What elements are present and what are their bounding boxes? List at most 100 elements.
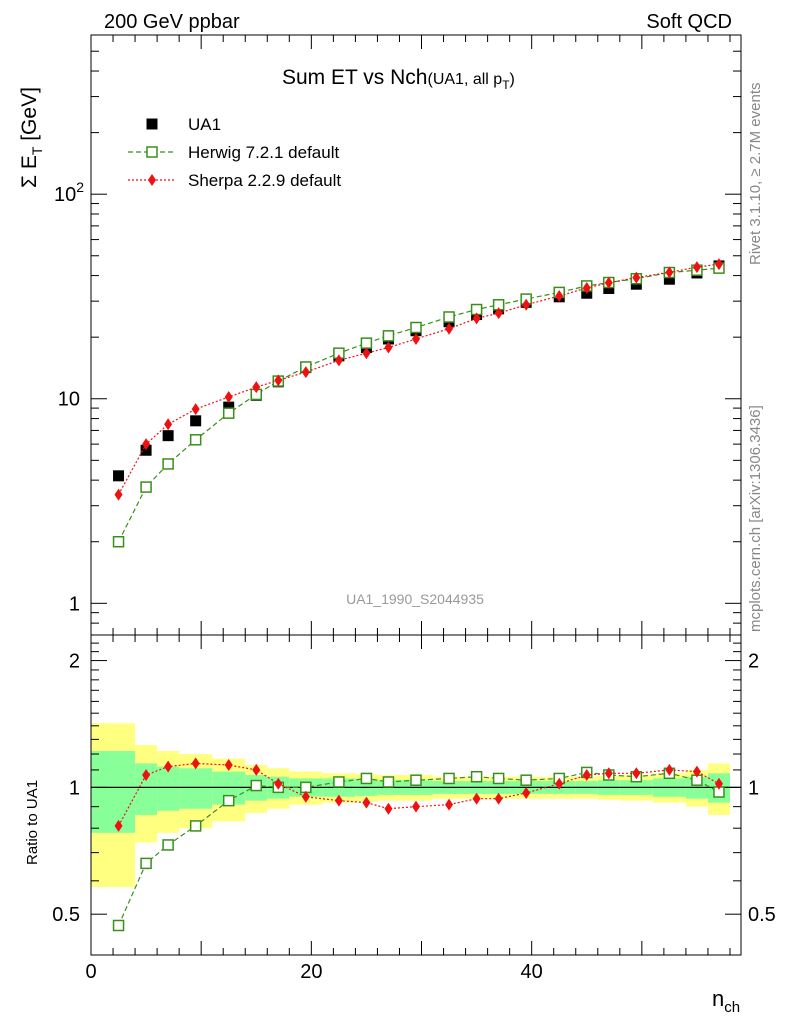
herwig-7-2-1-default-ratio-point [520,774,532,786]
legend-marker-herwig-7-2-1-default [146,146,158,158]
ratio-panel-frame [90,634,742,956]
sherpa-2-2-9-default-point [334,354,343,367]
sherpa-2-2-9-default-ratio-point [114,819,123,832]
sherpa-2-2-9-default-ratio-point [692,765,701,778]
sherpa-2-2-9-default-ratio-point [224,759,233,772]
sherpa-2-2-9-default-point [472,312,481,325]
sherpa-2-2-9-default-ratio-point [334,794,343,807]
sherpa-2-2-9-default-ratio-point [252,763,261,776]
y-tick-label: 102 [54,179,84,206]
sherpa-2-2-9-default-point [274,374,283,387]
rivet-version-label: Rivet 3.1.10, ≥ 2.7M events [747,83,764,266]
header-energy-label: 200 GeV ppbar [104,11,240,33]
x-axis-label-index: ch [724,999,740,1016]
legend-label-sherpa-2-2-9-default: Sherpa 2.2.9 default [188,171,341,190]
herwig-7-2-1-default-ratio-point [470,770,483,783]
legend-marker-sherpa-2-2-9-default [148,174,156,186]
herwig-7-2-1-default-ratio-point [250,779,263,792]
ratio-y-axis-label: Ratio to UA1 [24,780,41,865]
herwig-7-2-1-default-point [112,535,125,548]
y-axis-label-main: Σ E [18,155,41,188]
x-axis-label: nch [712,986,740,1016]
ratio-y-tick-label-right: 0.5 [748,904,776,926]
herwig-7-2-1-default-point [140,481,152,493]
analysis-id-label: UA1_1990_S2044935 [346,591,484,607]
sherpa-2-2-9-default-point [494,307,503,320]
herwig-7-2-1-default-point [410,321,422,334]
sherpa-2-2-9-default-ratio-line [118,762,720,827]
sherpa-2-2-9-default-point [632,271,641,284]
sherpa-2-2-9-default-ratio-point [142,768,151,781]
ua1-point [140,444,152,456]
sherpa-2-2-9-default-point [582,281,591,294]
sherpa-2-2-9-default-ratio-point [494,792,503,805]
x-axis-label-main: n [712,986,724,1011]
chart-title-main: Sum ET vs Nch [282,66,427,89]
sherpa-2-2-9-default-ratio-point [274,777,283,790]
herwig-7-2-1-default-point [222,407,235,419]
herwig-7-2-1-default-ratio-point [492,772,505,785]
sherpa-2-2-9-default-point [224,390,233,403]
herwig-7-2-1-default-point [162,458,174,470]
ratio-panel: 0 20 40 0.5 0.5 1 1 2 2 [52,35,776,983]
herwig-7-2-1-default-ratio-point [222,794,235,807]
herwig-7-2-1-default-point [189,434,202,446]
ratio-y-tick-label: 2 [69,651,80,673]
sherpa-2-2-9-default-ratio-point [362,796,371,809]
sherpa-2-2-9-default-ratio-point [522,786,531,799]
ratio-band-inner [135,763,158,815]
sherpa-2-2-9-default-ratio-point [472,792,481,805]
ua1-point [113,470,125,482]
sherpa-2-2-9-default-ratio-point [582,768,591,781]
sherpa-2-2-9-default-point [191,403,200,416]
herwig-7-2-1-default-point [360,337,373,349]
ratio-band-inner [91,750,136,833]
main-panel-marks [112,258,725,548]
sherpa-2-2-9-default-ratio-point [191,757,200,770]
sherpa-2-2-9-default-ratio-point [632,767,641,780]
ua1-point [223,401,235,413]
ratio-panel-marks [91,723,741,932]
sherpa-2-2-9-default-point [412,332,420,345]
legend-marker-ua1 [146,118,158,130]
herwig-7-2-1-default-ratio-point [189,820,202,832]
sherpa-2-2-9-default-ratio-point [445,798,454,811]
x-tick-label: 0 [85,961,96,983]
sherpa-2-2-9-default-point [142,438,151,451]
herwig-7-2-1-default-ratio-point [410,774,422,786]
ratio-panel-ticks: 0 20 40 0.5 0.5 1 1 2 2 [52,35,776,983]
ua1-point [162,430,174,442]
y-tick-label: 1 [69,593,80,615]
legend-label-herwig-7-2-1-default: Herwig 7.2.1 default [188,143,339,162]
y-tick-label-base: 10 [54,184,76,206]
herwig-7-2-1-default-ratio-point [112,919,125,932]
chart-title-sub: (UA1, all p [427,71,502,88]
sherpa-2-2-9-default-ratio-point [164,760,173,773]
sherpa-2-2-9-default-ratio-point [604,767,613,780]
ratio-y-tick-label-right: 2 [748,651,759,673]
ua1-point [190,415,202,427]
herwig-7-2-1-default-ratio-point [162,839,174,851]
header-category-label: Soft QCD [646,11,732,33]
sherpa-2-2-9-default-point [692,261,701,274]
herwig-7-2-1-default-point [443,311,455,323]
sherpa-2-2-9-default-point [252,381,261,394]
sherpa-2-2-9-default-point [164,418,173,431]
y-axis-label-unit: [GeV] [18,87,41,147]
herwig-7-2-1-default-ratio-point [382,776,395,788]
chart-title-sub-close: ) [510,71,515,88]
herwig-7-2-1-default-ratio-point [333,776,345,788]
sherpa-2-2-9-default-point [362,347,371,360]
sherpa-2-2-9-default-ratio-point [301,790,310,803]
y-axis-label-index: T [29,146,45,155]
sherpa-2-2-9-default-point [445,322,454,335]
sherpa-2-2-9-default-point [714,258,723,271]
sherpa-2-2-9-default-point [604,276,613,289]
legend-label-ua1: UA1 [188,115,221,134]
y-tick-label: 10 [58,389,80,411]
sherpa-2-2-9-default-point [301,366,310,379]
ratio-band-inner [179,768,213,809]
sherpa-2-2-9-default-point [555,289,564,302]
